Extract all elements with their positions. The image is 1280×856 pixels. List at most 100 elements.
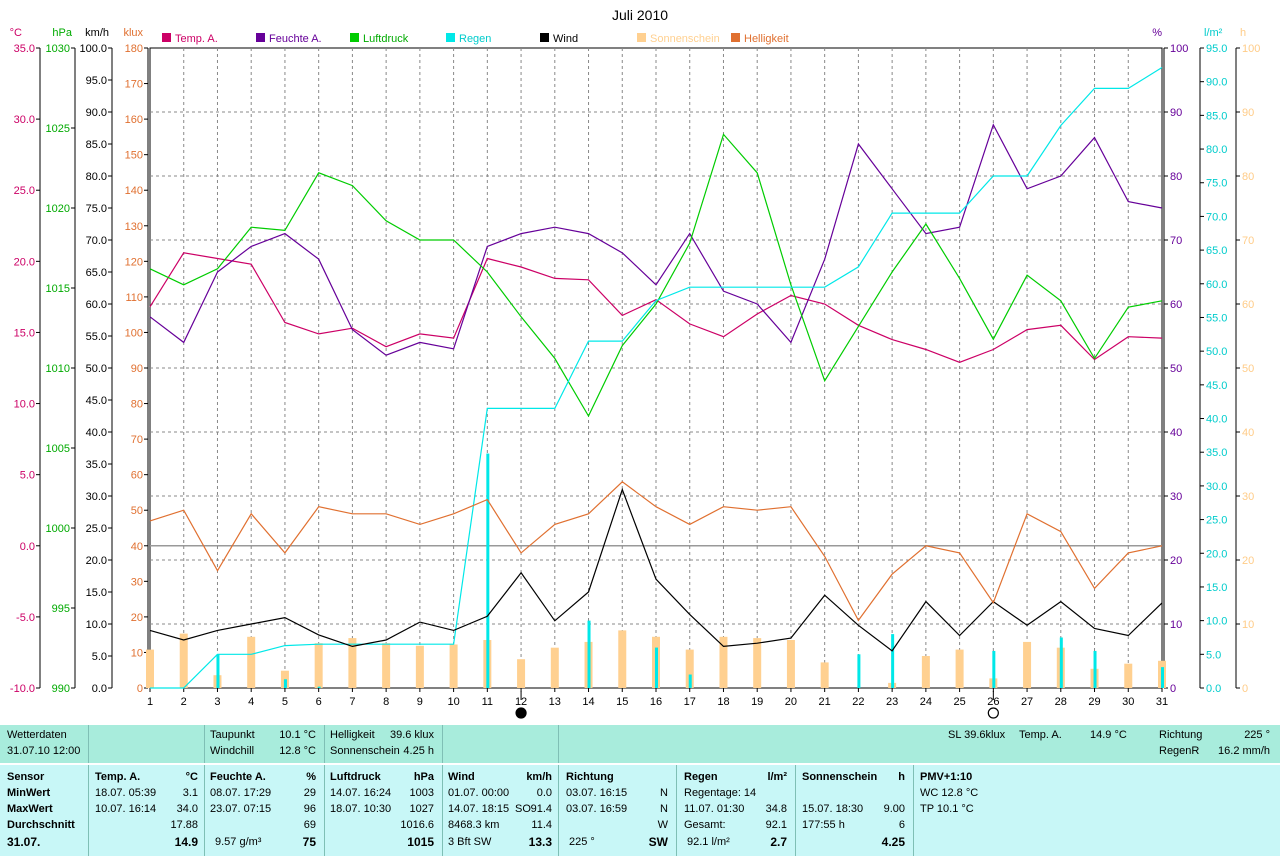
left-tick-label: 140 [125, 185, 143, 197]
sunshine-bar [449, 644, 458, 688]
sonne-current: 4.25 [881, 835, 905, 849]
left-axis-unit: hPa [52, 27, 72, 39]
statistics-row: Sensor MinWert MaxWert Durchschnitt 31.0… [0, 765, 1280, 856]
taupunkt-cell: Taupunkt 10.1 °C Windchill 12.8 °C [205, 725, 325, 763]
sonne-title: Sonnenschein [802, 771, 878, 783]
right-tick-label: 100 [1242, 43, 1260, 55]
feuchte-min-value: 29 [303, 787, 316, 799]
richtung-degrees: 225 ° [569, 836, 595, 848]
series-line-feuchte-a- [149, 123, 1163, 356]
richtung-label: Richtung [1159, 729, 1203, 741]
left-tick-label: 1010 [46, 363, 70, 375]
druck-avg: 1016.6 [400, 819, 434, 831]
x-tick-label: 29 [1088, 696, 1100, 708]
left-tick-label: 990 [52, 683, 70, 695]
legend-label: Temp. A. [175, 33, 218, 45]
feuchte-avg: 69 [303, 819, 316, 831]
empty-cell [89, 725, 205, 763]
maxwert-label: MaxWert [7, 803, 53, 815]
left-tick-label: 1000 [46, 523, 70, 535]
grid-lines [149, 47, 1163, 689]
sunshine-bar [1124, 663, 1133, 688]
wind-max-dir: SO [515, 803, 531, 815]
left-tick-label: 80.0 [86, 171, 107, 183]
series-line-luftdruck [149, 133, 1163, 418]
wind-title: Wind [448, 771, 475, 783]
richtung-title: Richtung [566, 771, 614, 783]
temp-min-value: 3.1 [182, 787, 198, 799]
right-tick-label: 30 [1242, 491, 1254, 503]
rain-bar [1059, 637, 1063, 688]
x-tick-label: 2 [181, 696, 187, 708]
legend-swatch [540, 33, 549, 42]
sunshine-bar [247, 636, 256, 688]
series-line-regen [150, 66, 1163, 689]
legend-swatch [350, 33, 359, 42]
helligkeit-label: Helligkeit [330, 729, 375, 741]
legend: Temp. A. Feuchte A. Luftdruck Regen Wind Sonn… [162, 33, 789, 45]
richtung-value: 225 ° [1244, 729, 1270, 741]
legend-swatch [162, 33, 171, 42]
right-tick-label: 100 [1170, 43, 1188, 55]
sunshine-bar [146, 649, 154, 688]
right-tick-label: 10 [1170, 619, 1182, 631]
left-tick-label: 1025 [46, 123, 70, 135]
rain-bar [688, 674, 692, 688]
legend-label: Luftdruck [363, 33, 409, 45]
pmv-tp: TP 10.1 °C [920, 803, 974, 815]
left-tick-label: 15.0 [86, 587, 107, 599]
right-tick-label: 85.0 [1206, 110, 1227, 122]
richtung-col: Richtung 03.07. 16:15 N 03.07. 16:59 N W… [559, 765, 677, 856]
druck-max-value: 1027 [409, 803, 434, 815]
left-tick-label: 25.0 [86, 523, 107, 535]
druck-title: Luftdruck [330, 771, 381, 783]
current-cell: SL 39.6klux Temp. A. 14.9 °C Richtung 22… [559, 725, 1280, 763]
x-tick-label: 6 [316, 696, 322, 708]
sunshine-bar [685, 649, 694, 688]
x-tick-label: 4 [248, 696, 254, 708]
right-tick-label: 95.0 [1206, 43, 1227, 55]
left-tick-label: 90 [131, 363, 143, 375]
left-tick-label: -5.0 [16, 612, 35, 624]
pmv-col: PMV+1:10 WC 12.8 °C TP 10.1 °C [914, 765, 1280, 856]
x-tick-label: 5 [282, 696, 288, 708]
right-tick-label: 50.0 [1206, 346, 1227, 358]
wind-min-value: 0.0 [536, 787, 552, 799]
right-tick-label: 70.0 [1206, 211, 1227, 223]
rain-bar [891, 634, 895, 688]
right-tick-label: 0.0 [1206, 683, 1221, 695]
rain-bar [587, 620, 591, 688]
right-tick-label: 30 [1170, 491, 1182, 503]
feuchte-current: 75 [302, 835, 316, 849]
left-tick-label: 0.0 [20, 541, 35, 553]
x-tick-label: 14 [582, 696, 594, 708]
richtung-min-time: 03.07. 16:15 [566, 787, 628, 799]
current-values-row: Wetterdaten 31.07.10 12:00 Taupunkt 10.1… [0, 725, 1280, 763]
left-tick-label: 5.0 [20, 470, 35, 482]
sonne-avg: 6 [898, 819, 905, 831]
x-tick-label: 26 [987, 696, 999, 708]
sonne-max-value: 9.00 [883, 803, 905, 815]
sonne-max-time: 15.07. 18:30 [802, 803, 864, 815]
regen-gesamt-label: Gesamt: [684, 819, 726, 831]
regen-title: Regen [684, 771, 718, 783]
sunshine-bar [415, 645, 424, 688]
left-tick-label: 0 [137, 683, 143, 695]
x-tick-label: 16 [650, 696, 662, 708]
rain-bar [216, 654, 220, 688]
sensor-title: Sensor [7, 771, 45, 783]
left-tick-label: 10.0 [14, 399, 35, 411]
legend-label: Feuchte A. [269, 33, 322, 45]
left-tick-label: 60.0 [86, 299, 107, 311]
sunshine-bar [179, 633, 188, 688]
left-tick-label: 35.0 [14, 43, 35, 55]
left-tick-label: 20.0 [14, 256, 35, 268]
feuchte-title: Feuchte A. [210, 771, 266, 783]
x-tick-label: 17 [684, 696, 696, 708]
current-date: 31.07. [7, 835, 41, 849]
chart-title: Juli 2010 [612, 7, 668, 23]
x-tick-label: 10 [447, 696, 459, 708]
left-tick-label: 25.0 [14, 185, 35, 197]
temp-max-value: 34.0 [176, 803, 198, 815]
feuchte-unit: % [306, 771, 316, 783]
